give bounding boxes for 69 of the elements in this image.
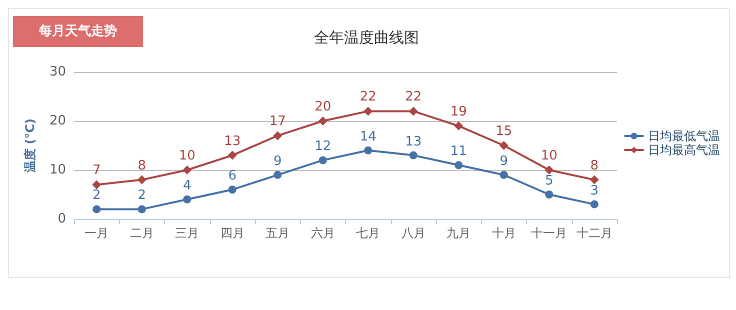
point <box>228 150 237 160</box>
point <box>318 116 328 126</box>
x-tick-label: 十月 <box>492 226 516 240</box>
point <box>183 195 192 204</box>
chart-title: 全年温度曲线图 <box>314 28 419 46</box>
data-label: 14 <box>360 129 376 144</box>
x-tick-label: 六月 <box>310 226 335 240</box>
data-label: 8 <box>138 158 146 174</box>
data-label: 5 <box>544 174 554 188</box>
data-label: 11 <box>450 144 467 160</box>
point <box>364 146 372 154</box>
data-label: 4 <box>182 178 192 194</box>
legend-label: 日均最低气温 <box>648 129 720 143</box>
point <box>544 166 554 174</box>
point <box>92 180 102 190</box>
point <box>545 190 554 198</box>
y-axis-title: 温度 (°C) <box>23 118 37 174</box>
point <box>182 166 192 174</box>
point <box>499 141 508 150</box>
data-label: 22 <box>360 90 376 105</box>
y-tick-label: 30 <box>49 64 66 80</box>
data-label: 13 <box>224 134 241 149</box>
x-tick-label: 二月 <box>130 226 154 240</box>
x-tick-label: 五月 <box>266 226 290 240</box>
x-tick-label: 十二月 <box>576 226 612 240</box>
data-label: 9 <box>500 154 508 169</box>
data-label: 2 <box>92 188 101 204</box>
data-label: 10 <box>178 148 196 164</box>
point <box>138 205 146 214</box>
point <box>137 175 146 184</box>
point <box>454 161 463 170</box>
data-label: 8 <box>590 158 599 174</box>
y-tick-label: 10 <box>49 162 66 178</box>
data-label: 9 <box>273 154 282 169</box>
data-label: 6 <box>228 168 237 184</box>
point <box>364 106 373 116</box>
data-label: 12 <box>314 139 332 154</box>
data-label: 22 <box>405 90 422 105</box>
y-tick-label: 20 <box>49 114 66 128</box>
point <box>409 151 418 160</box>
x-tick-label: 十一月 <box>531 226 568 240</box>
point <box>92 205 101 214</box>
point <box>590 200 598 208</box>
point <box>590 175 599 184</box>
point <box>500 170 508 179</box>
data-label: 13 <box>405 134 422 150</box>
point <box>408 106 418 116</box>
point <box>273 131 282 140</box>
data-label: 17 <box>269 114 286 130</box>
x-tick-label: 三月 <box>175 226 200 240</box>
data-label: 15 <box>496 124 512 139</box>
point <box>318 156 327 164</box>
x-tick-label: 一月 <box>84 226 109 240</box>
data-label: 7 <box>92 163 101 178</box>
data-label: 2 <box>138 188 146 204</box>
point <box>454 121 464 130</box>
x-tick-label: 七月 <box>356 226 380 240</box>
x-tick-label: 八月 <box>401 226 426 240</box>
data-label: 20 <box>314 100 332 114</box>
point <box>228 186 236 194</box>
point <box>274 170 282 179</box>
data-label: 19 <box>450 104 467 120</box>
x-tick-label: 九月 <box>446 226 471 240</box>
y-tick-label: 0 <box>58 212 66 226</box>
x-tick-label: 四月 <box>220 226 244 240</box>
text: 每月天气走势 <box>38 23 117 39</box>
data-label: 3 <box>590 183 599 198</box>
legend-label: 日均最高气温 <box>648 143 720 157</box>
data-label: 10 <box>540 148 558 164</box>
